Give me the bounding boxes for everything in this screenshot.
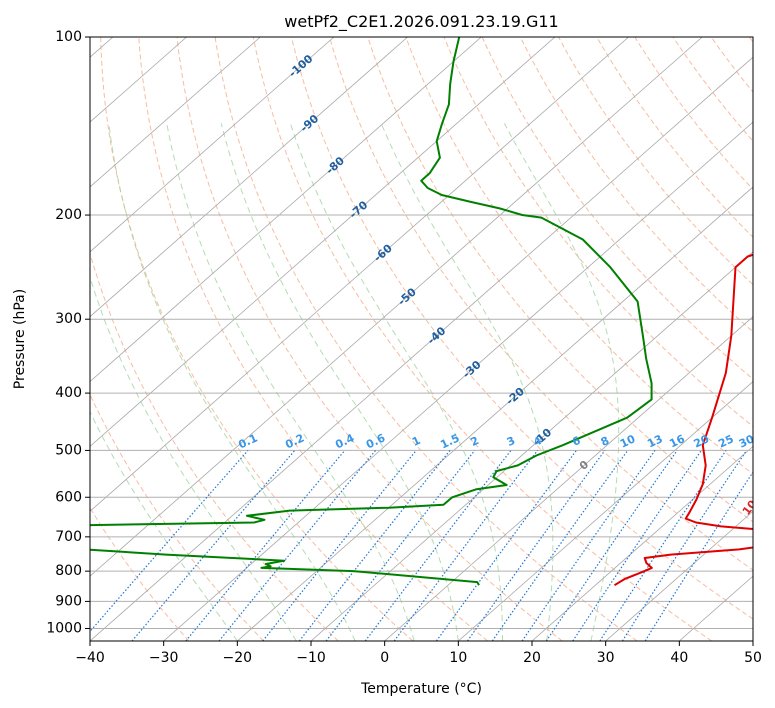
dry-adiabat: [367, 37, 753, 523]
mixing-ratio-label: 13: [645, 432, 664, 450]
x-tick-label: 20: [523, 650, 541, 666]
dry-adiabat: [329, 37, 753, 571]
y-tick-label: 800: [55, 563, 82, 579]
y-tick-label: 300: [55, 311, 82, 327]
dry-adiabat: [100, 37, 414, 641]
isotherm: [90, 37, 703, 577]
isotherm: [90, 37, 335, 253]
x-tick-label: 40: [670, 650, 688, 666]
x-axis-label: Temperature (°C): [360, 681, 482, 697]
mixing-ratio-line: [393, 450, 539, 641]
mixing-ratio-label: 20: [692, 432, 712, 450]
isotherm: [458, 381, 753, 641]
isotherm: [237, 186, 753, 641]
isotherm: [752, 640, 753, 641]
y-tick-label: 900: [55, 593, 82, 609]
dry-adiabat-label: 20: [755, 527, 775, 547]
y-tick-label: 500: [55, 442, 82, 458]
mixing-ratio-line: [572, 450, 702, 641]
plot-frame: [89, 36, 754, 642]
mixing-ratio-label: 16: [667, 432, 687, 450]
dry-adiabat: [90, 393, 264, 641]
mixing-ratio-label: 36: [758, 432, 775, 450]
dry-adiabat: [214, 37, 638, 641]
dry-adiabat: [519, 37, 753, 333]
mixing-ratio-line: [621, 450, 748, 641]
background-lines: [90, 37, 753, 641]
mixing-ratio-label: 10: [618, 432, 638, 450]
isotherm: [531, 445, 753, 641]
isotherm: [163, 121, 753, 641]
x-tick-label: −40: [75, 650, 105, 666]
y-tick-label: 100: [55, 29, 82, 45]
temperature-profile: [613, 253, 753, 587]
mixing-ratio-line: [644, 471, 753, 641]
isotherm: [90, 37, 261, 188]
x-tick-label: 30: [597, 650, 615, 666]
dewpoint-profile: [90, 37, 653, 586]
y-tick-label: 200: [55, 207, 82, 223]
isotherm: [605, 510, 753, 641]
dry-adiabat: [90, 251, 339, 641]
data-lines: [90, 37, 753, 587]
isotherm: [90, 37, 482, 383]
mixing-ratio-label: 30: [737, 432, 757, 450]
mixing-ratio-line: [545, 450, 678, 641]
mixing-ratio-line: [521, 450, 656, 641]
mixing-ratio-line: [298, 450, 451, 641]
dry-adiabat: [176, 37, 563, 641]
y-axis-label: Pressure (hPa): [12, 289, 28, 389]
moist-adiabat: [90, 275, 297, 641]
dry-adiabat: [481, 37, 753, 380]
mixing-ratio-line: [325, 450, 476, 641]
mixing-ratio-label: 25: [716, 432, 735, 450]
mixing-ratio-line: [131, 450, 296, 641]
mixing-ratio-line: [435, 450, 577, 641]
x-tick-label: 10: [449, 650, 467, 666]
x-tick-label: −30: [149, 650, 179, 666]
y-tick-label: 400: [55, 385, 82, 401]
x-tick-label: 0: [380, 650, 389, 666]
dry-adiabat: [405, 37, 753, 475]
isotherm: [90, 37, 408, 318]
mixing-ratio-line: [491, 450, 629, 641]
y-tick-label: 600: [55, 489, 82, 505]
dry-adiabat: [138, 37, 488, 641]
mixing-ratio-line: [218, 450, 377, 641]
dry-adiabat: [252, 37, 712, 641]
isotherm: [90, 56, 753, 641]
mixing-ratio-line: [599, 450, 727, 641]
isotherm: [384, 316, 753, 641]
y-tick-label: 1000: [46, 620, 82, 636]
dry-adiabat: [672, 37, 753, 142]
isotherm: [90, 37, 629, 512]
x-tick-label: −20: [223, 650, 253, 666]
chart-title: wetPf2_C2E1.2026.091.23.19.G11: [284, 12, 558, 32]
dry-adiabat: [634, 37, 753, 191]
dry-adiabat: [558, 37, 753, 286]
x-tick-label: −10: [296, 650, 326, 666]
x-tick-label: 50: [744, 650, 762, 666]
isotherm: [90, 37, 556, 447]
dry-adiabat-label: 30: [764, 558, 775, 578]
isotherm: [310, 251, 753, 641]
mixing-ratio-line: [364, 450, 512, 641]
y-tick-label: 700: [55, 529, 82, 545]
mixing-ratio-line: [467, 450, 606, 641]
